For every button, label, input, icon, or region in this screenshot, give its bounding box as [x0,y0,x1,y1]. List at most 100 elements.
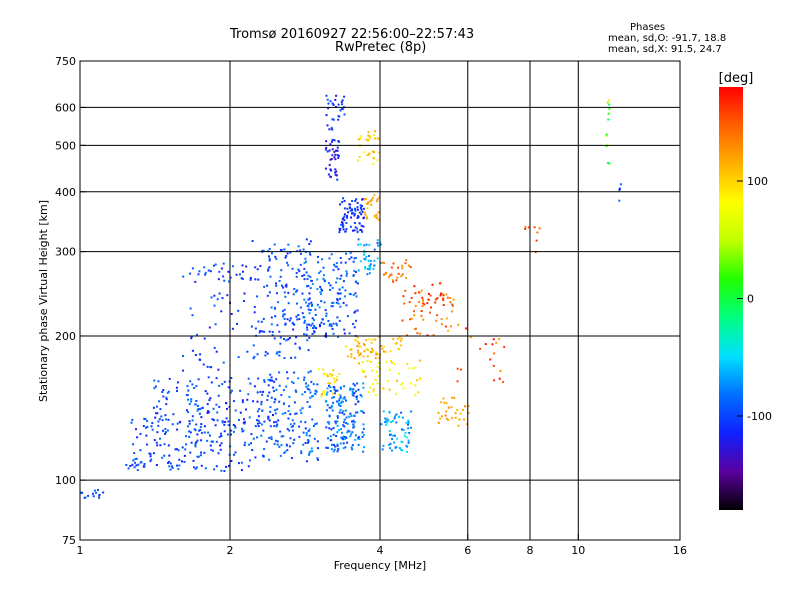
echo-point [275,388,278,391]
echo-point [223,430,226,433]
echo-point [280,444,283,447]
echo-point [498,338,501,340]
echo-point [233,453,235,456]
echo-point [352,323,355,325]
echo-point [401,273,404,276]
echo-point [298,346,301,349]
echo-point [271,379,274,382]
echo-point [207,269,210,272]
echo-point [362,450,365,453]
echo-point [442,304,445,306]
echo-point [353,421,356,424]
echo-point [334,153,337,156]
echo-point [191,314,194,317]
echo-point [361,210,364,213]
echo-point [354,207,357,210]
echo-point [335,301,338,304]
echo-point [363,211,366,214]
echo-point [305,260,307,263]
echo-point [284,323,287,326]
echo-point [155,464,158,466]
echo-point [337,103,340,106]
echo-point [336,292,339,295]
echo-point [302,431,305,434]
echo-point [307,308,310,311]
echo-point [343,200,346,202]
echo-point [370,199,373,201]
echo-point [307,440,310,443]
echo-point [234,409,237,412]
echo-point [276,440,279,443]
echo-point [325,94,328,97]
echo-point [204,273,207,276]
echo-point [352,388,355,391]
echo-point [343,425,346,428]
echo-point [413,310,416,313]
echo-point [405,259,408,262]
echo-point [129,465,132,467]
echo-point [335,174,338,177]
echo-point [420,289,423,292]
echo-point [340,436,343,439]
echo-point [336,443,339,446]
echo-point [195,400,198,402]
echo-point [168,377,171,380]
echo-point [259,329,262,332]
echo-point [387,444,390,447]
echo-point [303,267,306,270]
echo-point [243,418,245,421]
echo-point [393,441,396,444]
echo-point [241,401,244,404]
echo-point [243,300,245,302]
echo-point [278,400,281,403]
echo-point [363,446,365,449]
echo-point [370,203,373,206]
echo-point [313,324,316,327]
echo-point [330,325,333,328]
echo-point [200,451,202,454]
echo-point [210,296,213,299]
echo-point [418,300,421,303]
echo-point [368,391,371,394]
echo-point [288,337,291,339]
echo-point [335,281,338,284]
echo-point [130,421,133,424]
x-tick-label: 10 [571,544,585,557]
echo-point [318,323,321,326]
echo-point [142,465,145,468]
echo-point [416,379,418,382]
echo-point [206,411,209,414]
echo-point [350,433,353,436]
echo-point [392,280,395,283]
echo-point [331,409,334,412]
echo-point [209,366,212,368]
echo-point [265,440,268,443]
echo-point [212,449,215,452]
echo-point [363,370,366,373]
echo-point [219,444,222,447]
echo-point [350,388,353,391]
echo-point [338,288,341,291]
echo-point [354,411,357,414]
echo-point [371,350,374,353]
echo-point [225,402,227,405]
echo-point [212,419,215,422]
echo-point [267,268,270,270]
echo-point [289,413,292,416]
echo-point [187,398,190,401]
echo-point [165,403,168,406]
echo-point [371,347,374,350]
x-tick-label: 2 [227,544,234,557]
echo-point [365,197,368,200]
colorbar-tick-label: 100 [747,175,768,188]
echo-point [237,356,240,359]
echo-point [333,448,336,451]
echo-point [339,409,342,411]
echo-point [393,363,396,365]
echo-point [618,187,621,190]
echo-point [337,154,340,157]
echo-point [371,196,374,199]
echo-point [308,323,311,326]
echo-point [237,309,240,312]
echo-point [263,330,266,333]
